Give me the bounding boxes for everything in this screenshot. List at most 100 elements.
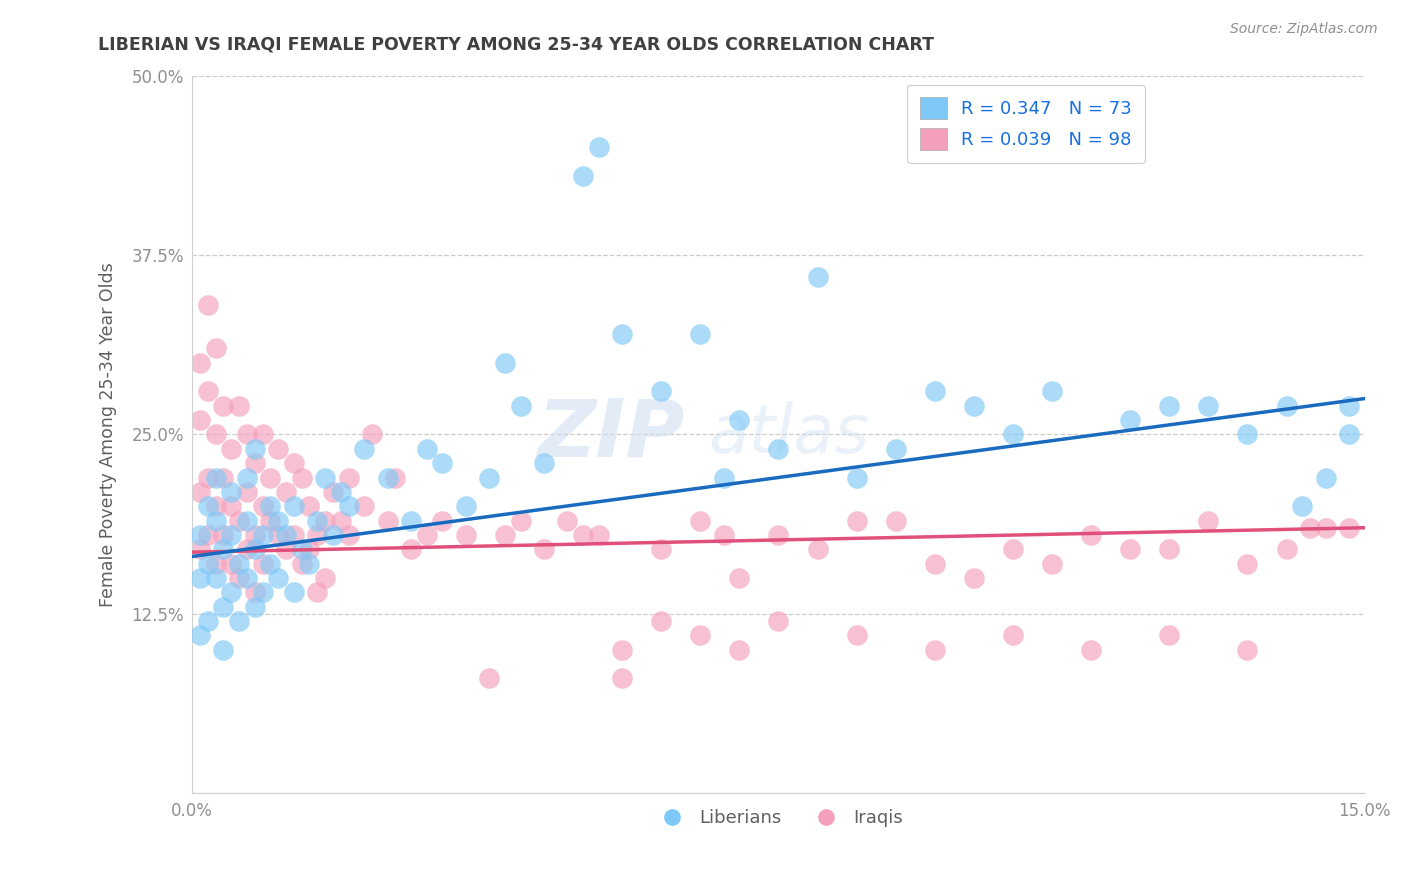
Point	[454, 528, 477, 542]
Point	[197, 384, 219, 399]
Point	[228, 514, 250, 528]
Point	[924, 557, 946, 571]
Point	[1315, 521, 1337, 535]
Point	[806, 542, 828, 557]
Point	[768, 614, 790, 628]
Point	[212, 470, 235, 484]
Point	[1236, 427, 1258, 442]
Point	[314, 514, 336, 528]
Point	[713, 470, 735, 484]
Point	[689, 514, 711, 528]
Point	[1339, 521, 1361, 535]
Point	[610, 326, 633, 341]
Point	[415, 528, 437, 542]
Point	[314, 571, 336, 585]
Point	[845, 628, 868, 642]
Point	[291, 557, 314, 571]
Point	[1339, 427, 1361, 442]
Point	[713, 528, 735, 542]
Point	[291, 542, 314, 557]
Point	[533, 542, 555, 557]
Point	[307, 585, 329, 599]
Point	[197, 614, 219, 628]
Point	[188, 356, 211, 370]
Point	[1080, 528, 1102, 542]
Point	[689, 628, 711, 642]
Point	[188, 528, 211, 542]
Point	[204, 571, 226, 585]
Point	[454, 500, 477, 514]
Point	[1159, 542, 1181, 557]
Point	[1159, 399, 1181, 413]
Point	[1236, 557, 1258, 571]
Point	[188, 571, 211, 585]
Point	[212, 642, 235, 657]
Point	[557, 514, 579, 528]
Point	[610, 672, 633, 686]
Point	[924, 384, 946, 399]
Point	[197, 528, 219, 542]
Point	[509, 399, 531, 413]
Point	[384, 470, 406, 484]
Point	[243, 528, 266, 542]
Point	[1315, 470, 1337, 484]
Text: Source: ZipAtlas.com: Source: ZipAtlas.com	[1230, 22, 1378, 37]
Point	[478, 672, 501, 686]
Point	[188, 413, 211, 427]
Point	[188, 542, 211, 557]
Point	[610, 642, 633, 657]
Point	[236, 514, 259, 528]
Point	[1275, 399, 1298, 413]
Point	[221, 484, 243, 499]
Point	[314, 470, 336, 484]
Point	[588, 528, 610, 542]
Point	[1197, 514, 1219, 528]
Point	[1275, 542, 1298, 557]
Point	[252, 528, 274, 542]
Point	[221, 442, 243, 456]
Point	[221, 528, 243, 542]
Point	[197, 557, 219, 571]
Point	[1197, 399, 1219, 413]
Point	[884, 442, 907, 456]
Text: ZIP: ZIP	[537, 395, 685, 474]
Point	[353, 500, 375, 514]
Point	[228, 399, 250, 413]
Point	[252, 585, 274, 599]
Point	[283, 528, 305, 542]
Point	[204, 427, 226, 442]
Point	[1040, 557, 1063, 571]
Point	[291, 470, 314, 484]
Point	[283, 500, 305, 514]
Legend: Liberians, Iraqis: Liberians, Iraqis	[647, 802, 910, 835]
Point	[963, 399, 986, 413]
Point	[204, 500, 226, 514]
Point	[221, 585, 243, 599]
Point	[399, 542, 422, 557]
Point	[728, 571, 751, 585]
Point	[259, 470, 281, 484]
Point	[588, 140, 610, 154]
Point	[650, 384, 672, 399]
Point	[283, 585, 305, 599]
Point	[243, 456, 266, 470]
Point	[212, 542, 235, 557]
Point	[212, 599, 235, 614]
Point	[415, 442, 437, 456]
Point	[432, 514, 454, 528]
Point	[228, 571, 250, 585]
Point	[768, 528, 790, 542]
Point	[337, 470, 360, 484]
Point	[274, 528, 297, 542]
Point	[259, 514, 281, 528]
Y-axis label: Female Poverty Among 25-34 Year Olds: Female Poverty Among 25-34 Year Olds	[100, 262, 117, 607]
Point	[252, 427, 274, 442]
Point	[259, 557, 281, 571]
Text: LIBERIAN VS IRAQI FEMALE POVERTY AMONG 25-34 YEAR OLDS CORRELATION CHART: LIBERIAN VS IRAQI FEMALE POVERTY AMONG 2…	[98, 36, 935, 54]
Point	[768, 442, 790, 456]
Point	[884, 514, 907, 528]
Point	[243, 442, 266, 456]
Point	[197, 470, 219, 484]
Point	[924, 642, 946, 657]
Point	[353, 442, 375, 456]
